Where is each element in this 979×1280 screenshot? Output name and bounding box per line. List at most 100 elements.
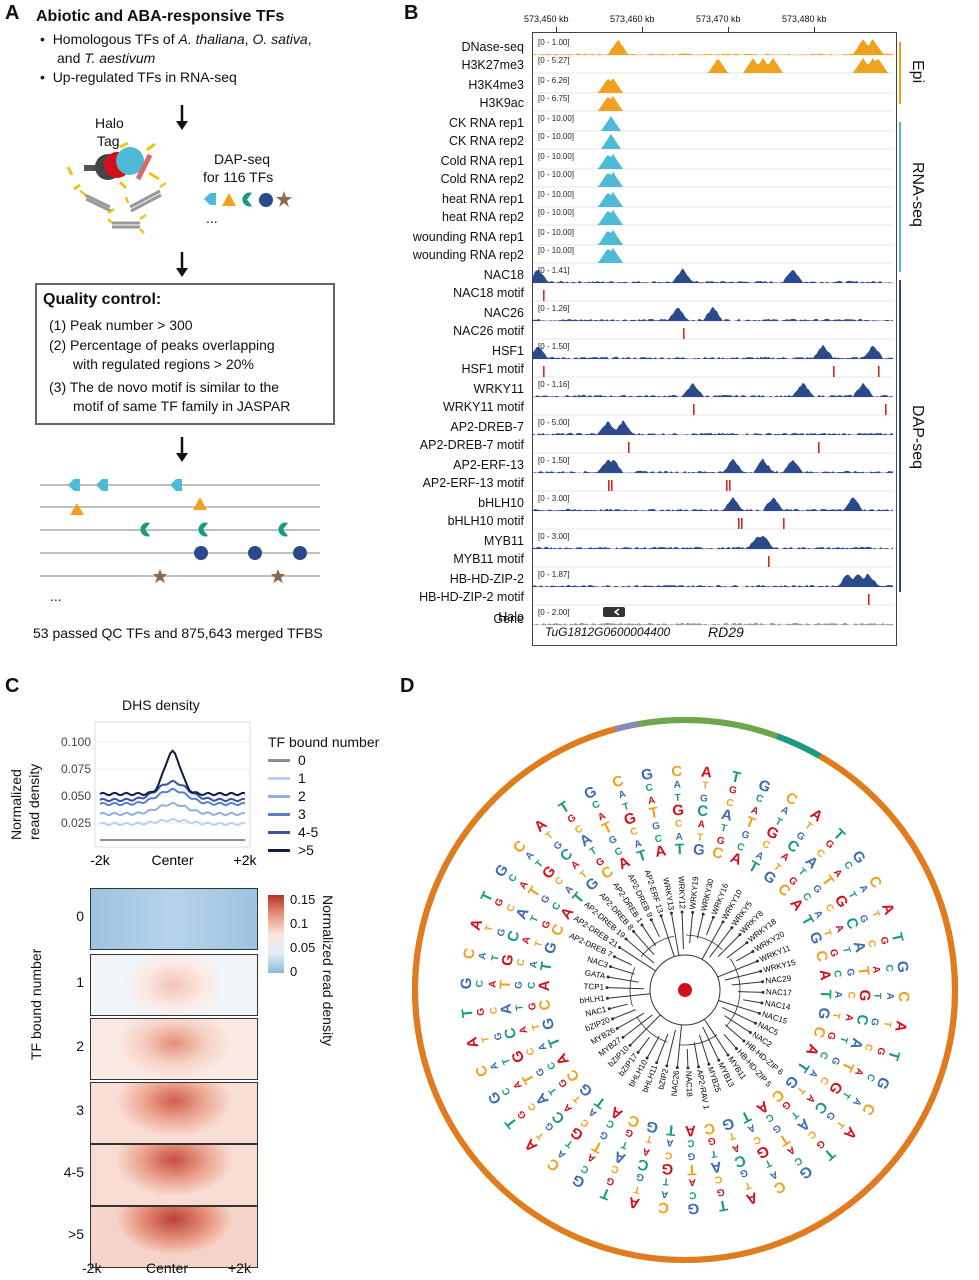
density-series-line <box>99 801 246 817</box>
panel-a-letter: A <box>5 2 20 24</box>
dap-seq-side-label: DAP-seq <box>909 405 926 470</box>
track-label: AP2-DREB-7 motif <box>419 438 524 452</box>
track-signal <box>533 78 893 94</box>
track-signal <box>533 496 893 512</box>
motif-logo-letter: C <box>675 819 683 830</box>
tree-inner-ring <box>649 954 721 1026</box>
track-range: [0 - 2.00] <box>538 608 570 617</box>
legend-item: 3 <box>268 806 306 824</box>
track-signal <box>533 154 893 170</box>
motif-logo-letter: T <box>881 1020 893 1028</box>
tree-leaf-label: TCP1 <box>583 982 604 992</box>
motif-logo-letter: C <box>488 1006 500 1014</box>
motif-logo-letter: G <box>814 1006 833 1020</box>
tree-branch <box>701 921 724 960</box>
tree-leaf-dot <box>655 1061 659 1065</box>
heatmap-xaxis: -2k Center +2k <box>82 1260 260 1278</box>
motif-logo-letter: T <box>871 993 882 999</box>
tree-leaf-dot <box>707 1062 711 1066</box>
tree-branch <box>724 1015 751 1033</box>
legend-label: 1 <box>298 770 306 786</box>
qc-item-3a: (3) The de novo motif is similar to the <box>49 379 280 395</box>
motif-logo-letter: A <box>467 917 487 933</box>
motif-logo-letter: G <box>874 1046 887 1057</box>
track-range: [0 - 1.50] <box>538 456 570 465</box>
track-label: WRKY11 <box>473 382 524 396</box>
motif-logo-letter: C <box>725 797 735 809</box>
motif-logo-letter: T <box>763 1157 773 1170</box>
motif-logo-letter: A <box>627 1193 642 1212</box>
motif-logo-letter: T <box>514 1004 526 1011</box>
tree-branch <box>724 1024 745 1042</box>
tree-leaf-dot <box>611 1017 615 1021</box>
tree-branch <box>607 987 645 990</box>
track-signal <box>533 306 893 322</box>
qc-title: Quality control: <box>43 291 162 308</box>
tree-leaf-label: GATA <box>584 968 606 980</box>
tree-leaf-dot <box>675 1066 679 1070</box>
track-signal <box>533 458 893 474</box>
motif-logo-letter: T <box>531 1022 543 1031</box>
track-signal <box>533 248 893 264</box>
track-signal <box>533 535 893 550</box>
tree-branch <box>633 931 655 956</box>
motif-logo-letter: T <box>834 1118 846 1130</box>
heatmap-row-label: 2 <box>76 1038 84 1054</box>
motif-logo-letter: T <box>648 804 660 822</box>
motif-logo-letter: G <box>857 913 870 925</box>
motif-logo-letter: G <box>640 765 654 784</box>
bullet-upregulated: • Up-regulated TFs in RNA-seq <box>40 69 237 85</box>
motif-logo-letter: G <box>635 1170 645 1183</box>
motif-logo-letter: A <box>675 832 683 843</box>
motif-logo-letter: G <box>824 1030 837 1041</box>
density-ylabel-1: Normalized <box>8 769 24 840</box>
motif-logo-letter: A <box>488 1060 501 1071</box>
tree-branch <box>616 1012 645 1029</box>
tree-leaf-dot <box>659 914 663 918</box>
motif-logo-letter: T <box>840 946 852 955</box>
motif-logo-letter: T <box>729 768 742 787</box>
tree-leaf-dot <box>742 1039 746 1043</box>
tree-branch <box>637 1036 650 1053</box>
motif-logo-letter: T <box>666 1121 677 1139</box>
motif-logo-letter: T <box>773 816 784 829</box>
tree-branch <box>723 1033 737 1049</box>
heatmap-ylabel: TF bound number <box>28 948 44 1060</box>
motif-logo-letter: A <box>843 1013 855 1022</box>
motif-logo-letter: T <box>802 820 813 832</box>
motif-logo-letter: G <box>716 835 726 848</box>
motif-logo-letter: A <box>518 1025 530 1035</box>
motif-logo-letter: T <box>459 1008 477 1019</box>
motif-logo-letter: T <box>884 1048 903 1062</box>
tree-leaf-dot <box>609 965 613 969</box>
tree-leaf-label: NAC29 <box>765 974 792 986</box>
motif-logo-letter: C <box>865 939 877 949</box>
track-signal <box>533 419 893 436</box>
motif-logo-letter: T <box>743 1179 752 1191</box>
heatmap-row-label: 1 <box>76 974 84 990</box>
coord-tick <box>642 27 643 32</box>
motif-logo-letter: T <box>821 929 833 939</box>
tree-leaf-dot <box>745 941 749 945</box>
motif-logo-letter: G <box>687 1150 695 1161</box>
tree-leaf-dot <box>759 969 763 973</box>
motif-logo-letter: C <box>505 903 518 914</box>
track-signal <box>533 366 893 378</box>
tree-leaf-dot <box>618 945 622 949</box>
density-ytick: 0.075 <box>61 762 91 776</box>
motif-logo-letter: G <box>720 1114 736 1134</box>
tree-leaf-label: bZIP2 <box>656 1067 670 1090</box>
track-label: H3K27me3 <box>461 58 524 72</box>
motif-logo-letter: G <box>740 829 751 842</box>
tree-branch <box>670 913 680 956</box>
motif-logo-letter: C <box>689 1189 697 1200</box>
track-range: [0 - 1.41] <box>538 266 570 275</box>
schematic-ellipsis: ... <box>50 588 62 604</box>
track-signal <box>533 480 893 492</box>
family-ring-segment <box>776 733 822 759</box>
motif-logo-letter: T <box>529 914 542 924</box>
track-range: [0 - 10.00] <box>538 246 575 255</box>
tree-leaf-dot <box>755 959 759 963</box>
motif-logo-letter: C <box>591 799 602 812</box>
motif-logo-letter: C <box>702 1119 716 1138</box>
